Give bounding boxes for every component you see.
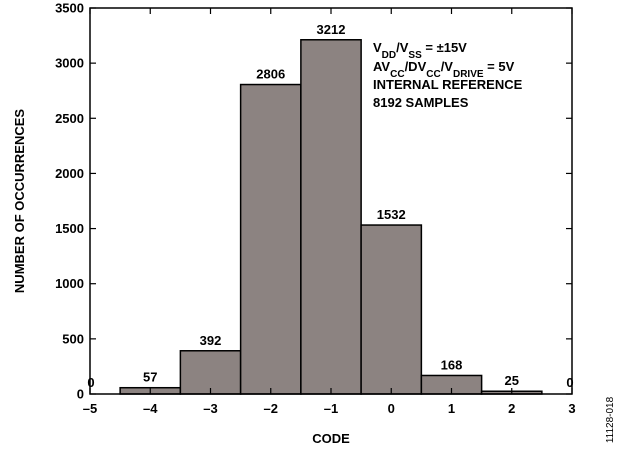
y-tick-label: 3000 [55,56,84,71]
y-axis-label: NUMBER OF OCCURRENCES [12,109,27,294]
annotation-subscript: CC [426,69,440,80]
annotation-subscript: SS [408,50,422,61]
x-axis-label: CODE [312,431,350,446]
y-tick-label: 500 [62,331,84,346]
x-tick-label: 2 [508,401,515,416]
data-label: 1532 [377,207,406,222]
annotation-text: 8192 SAMPLES [373,95,469,110]
annotation-line: 8192 SAMPLES [373,95,469,110]
x-tick-label: –1 [324,401,338,416]
data-label: 3212 [317,22,346,37]
y-tick-label: 0 [77,387,84,402]
x-tick-label: –4 [143,401,158,416]
y-tick-label: 1500 [55,221,84,236]
x-tick-label: 0 [388,401,395,416]
annotation-line: VDD/VSS = ±15V [373,40,467,61]
y-tick-label: 1000 [55,276,84,291]
y-tick-label: 3500 [55,1,84,16]
annotation-line: AVCC/DVCC/VDRIVE = 5V [373,59,515,80]
annotation-text: = 5V [484,59,515,74]
y-tick-labels: 0 500 1000 1500 2000 2500 3000 3500 [55,1,84,402]
x-tick-labels: –5 –4 –3 –2 –1 0 1 2 3 [83,401,576,416]
figure-id: 11128-018 [605,396,616,443]
x-tick-label: –5 [83,401,97,416]
bar [239,83,302,395]
annotation-text: INTERNAL REFERENCE [373,77,523,92]
x-tick-label: 3 [568,401,575,416]
axis-ticks [89,7,573,395]
data-label: 25 [505,373,519,388]
left-zero-label: 0 [87,375,94,390]
annotation-text: /V [396,40,409,55]
x-tick-label: –3 [203,401,217,416]
annotation-text: /DV [405,59,427,74]
annotation-text: AV [373,59,390,74]
data-label: 168 [441,357,463,372]
annotation-text: = ±15V [422,40,467,55]
annotation-subscript: DD [382,50,396,61]
y-tick-label: 2000 [55,166,84,181]
annotation-line: INTERNAL REFERENCE [373,77,523,92]
x-tick-label: –2 [264,401,278,416]
x-tick-label: 1 [448,401,455,416]
annotation-text: V [373,40,382,55]
y-tick-label: 2500 [55,111,84,126]
data-label: 57 [143,370,157,385]
data-label: 392 [200,333,222,348]
bar [300,39,362,395]
bar [360,224,423,395]
data-label: 2806 [256,67,285,82]
annotation-subscript: CC [390,69,404,80]
bars-group [119,39,543,395]
bar [179,350,242,395]
annotation-text: /V [441,59,454,74]
data-labels: 57 392 2806 3212 1532 168 25 [143,22,519,388]
annotation-subscript: DRIVE [453,69,484,80]
right-zero-label: 0 [566,375,573,390]
